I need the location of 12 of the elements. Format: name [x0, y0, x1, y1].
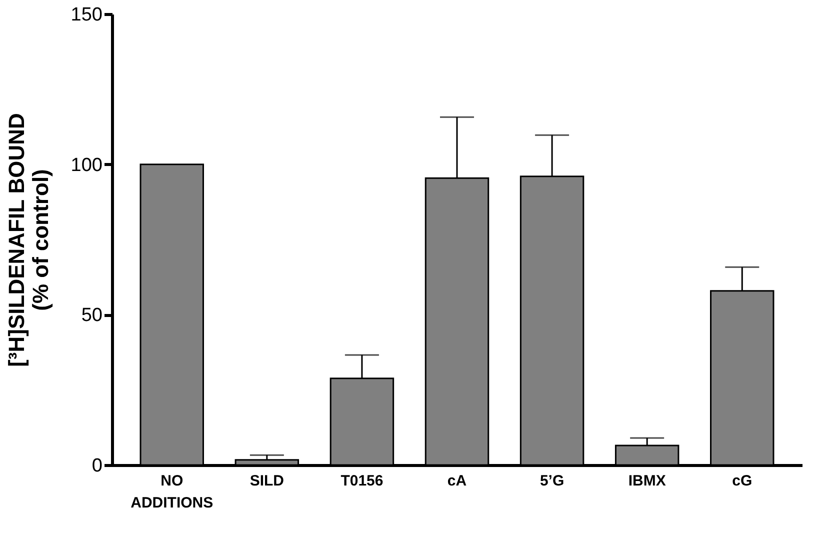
y-tick-label: 150 — [70, 4, 102, 26]
x-tick-label: T0156 — [340, 472, 384, 490]
x-tick-label: IBMX — [628, 472, 666, 490]
y-tick-label: 0 — [92, 456, 102, 476]
y-tick-label: 100 — [70, 154, 102, 176]
y-tick-label: 50 — [81, 305, 102, 326]
x-tick-label: SILD — [250, 472, 284, 490]
x-tick-label: NO ADDITIONS — [130, 472, 214, 512]
x-tick-label: cG — [732, 472, 752, 490]
y-axis-title: [³H]SILDENAFIL BOUND (% of control) — [4, 113, 53, 367]
x-tick-label: cA — [447, 472, 467, 490]
x-tick-label: 5’G — [540, 472, 564, 490]
